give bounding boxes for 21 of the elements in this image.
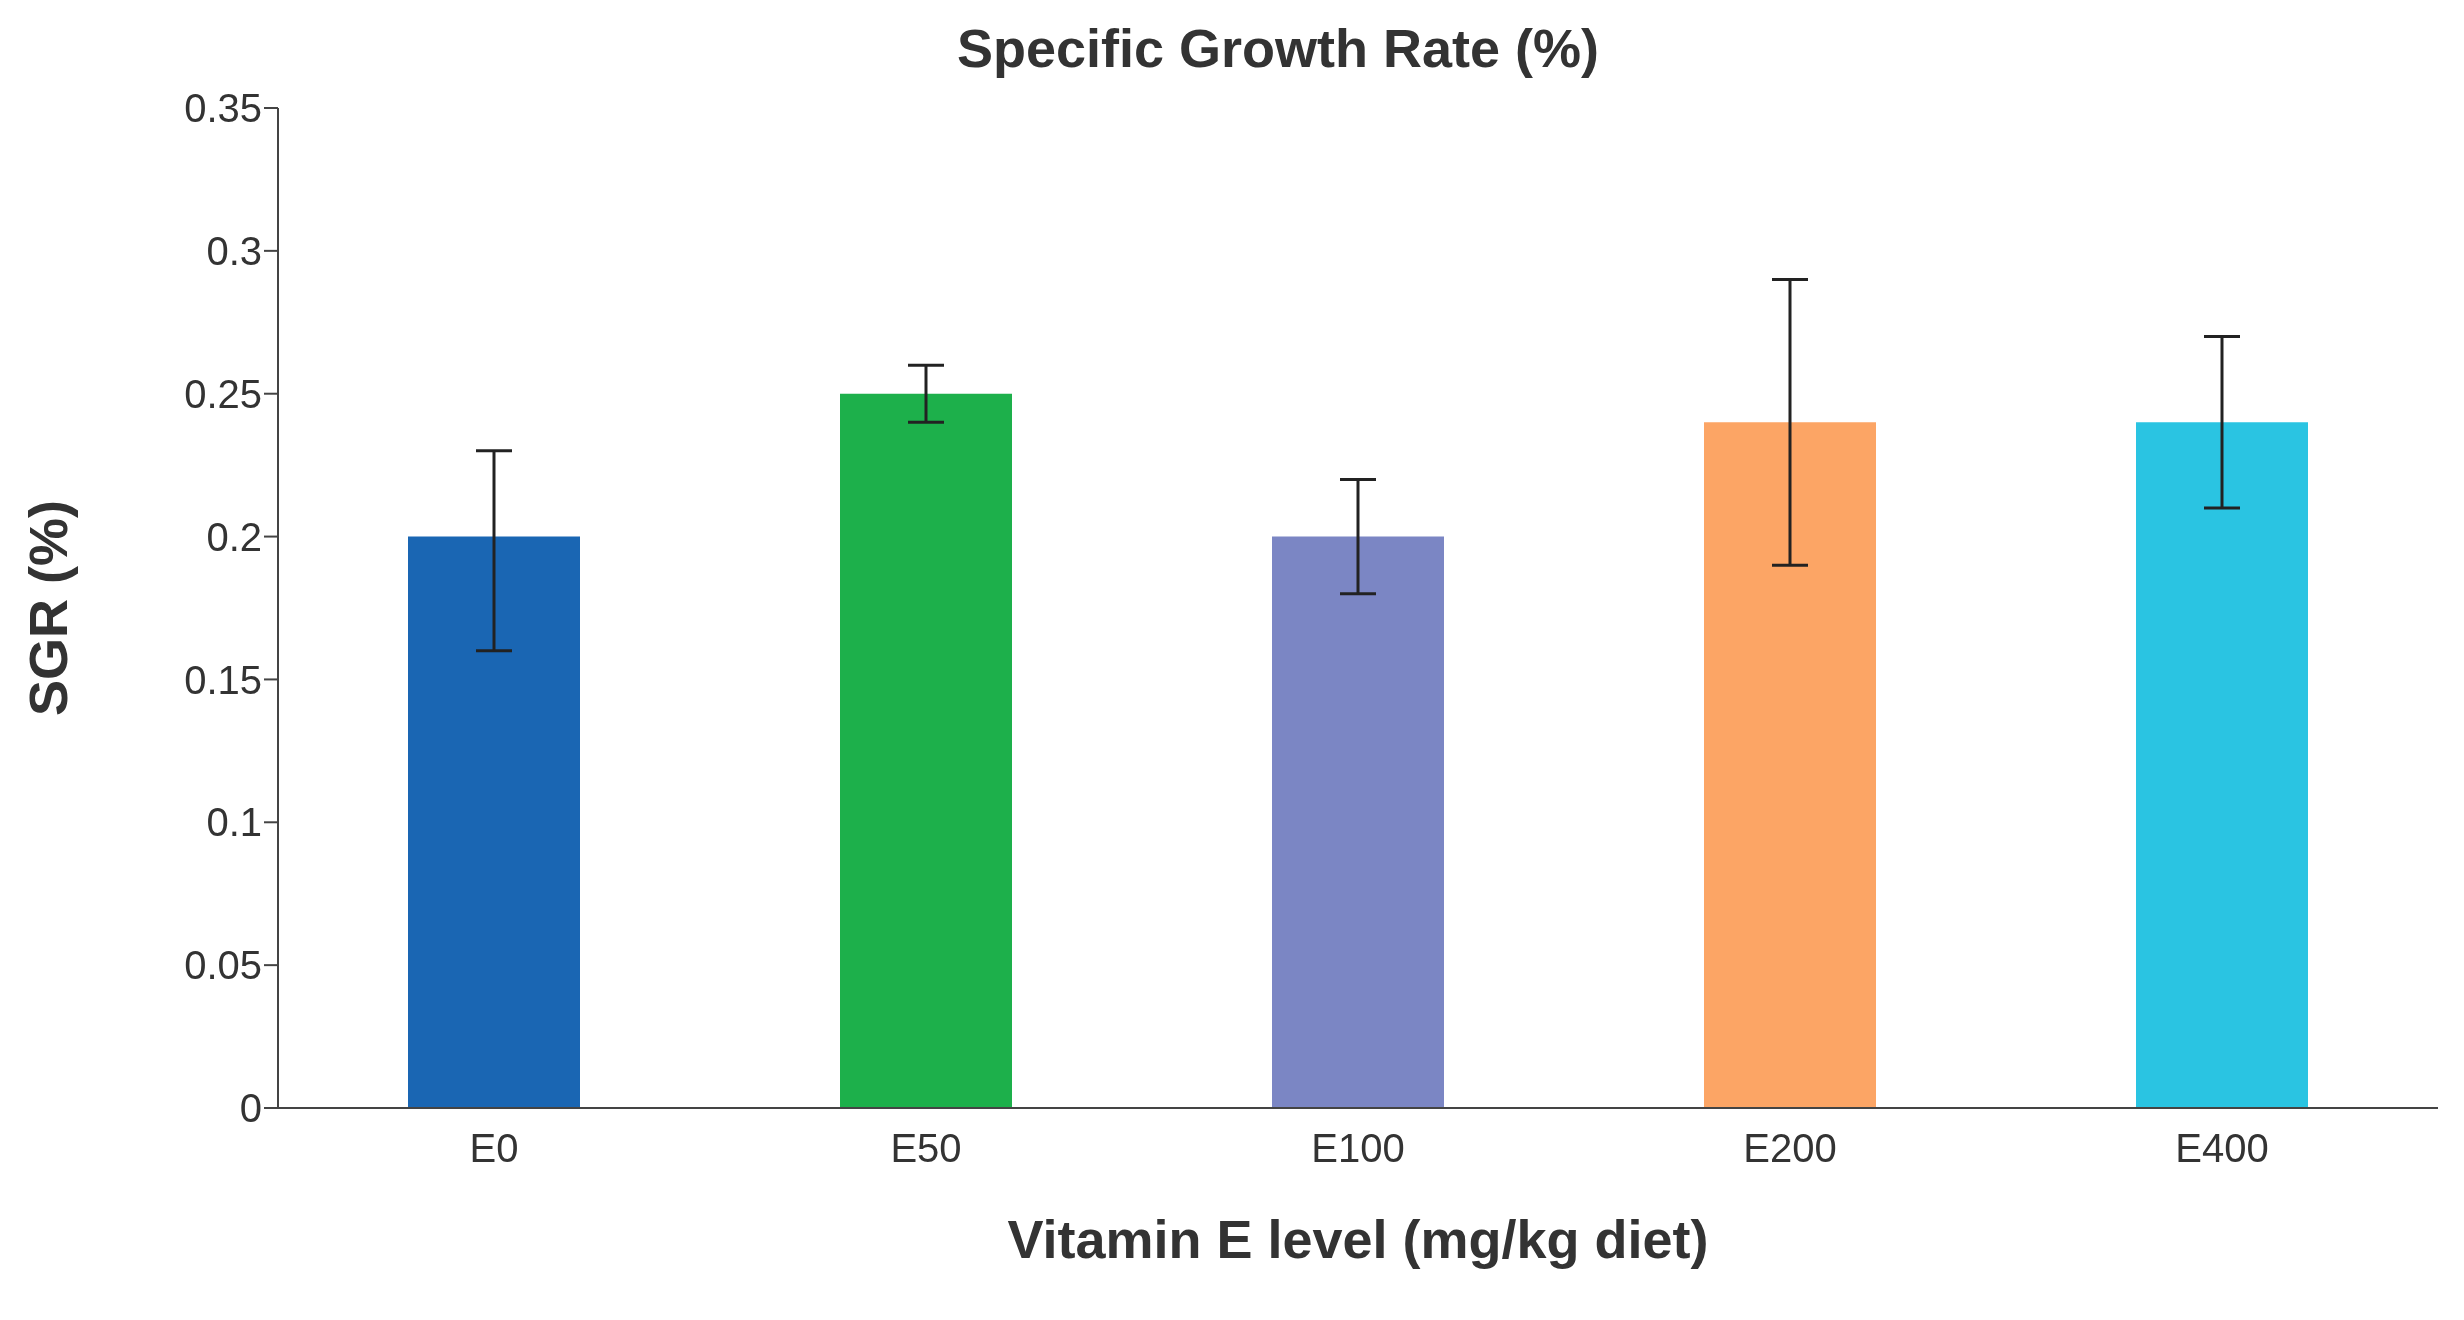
y-tick-label: 0.15 (184, 657, 262, 702)
y-tick-label: 0.25 (184, 371, 262, 416)
y-tick-label: 0.35 (184, 86, 262, 131)
bar (2136, 422, 2308, 1108)
x-tick-label: E200 (1743, 1126, 1837, 1171)
y-tick-label: 0.05 (184, 943, 262, 988)
x-tick-label: E50 (890, 1126, 962, 1171)
bar (840, 393, 1012, 1108)
chart-title: Specific Growth Rate (%) (955, 17, 1601, 80)
y-axis-title: SGR (%) (18, 500, 79, 716)
y-tick-label: 0 (239, 1086, 262, 1131)
x-tick-label: E100 (1311, 1126, 1405, 1171)
y-tick-label: 0.2 (206, 514, 262, 559)
bar (1704, 422, 1876, 1108)
bar (408, 536, 580, 1108)
x-tick-label: E0 (469, 1126, 519, 1171)
y-tick-label: 0.3 (206, 229, 262, 274)
bar (1272, 536, 1444, 1108)
y-tick-label: 0.1 (206, 800, 262, 845)
x-axis-title: Vitamin E level (mg/kg diet) (1007, 1209, 1709, 1269)
x-tick-label: E400 (2175, 1126, 2269, 1171)
